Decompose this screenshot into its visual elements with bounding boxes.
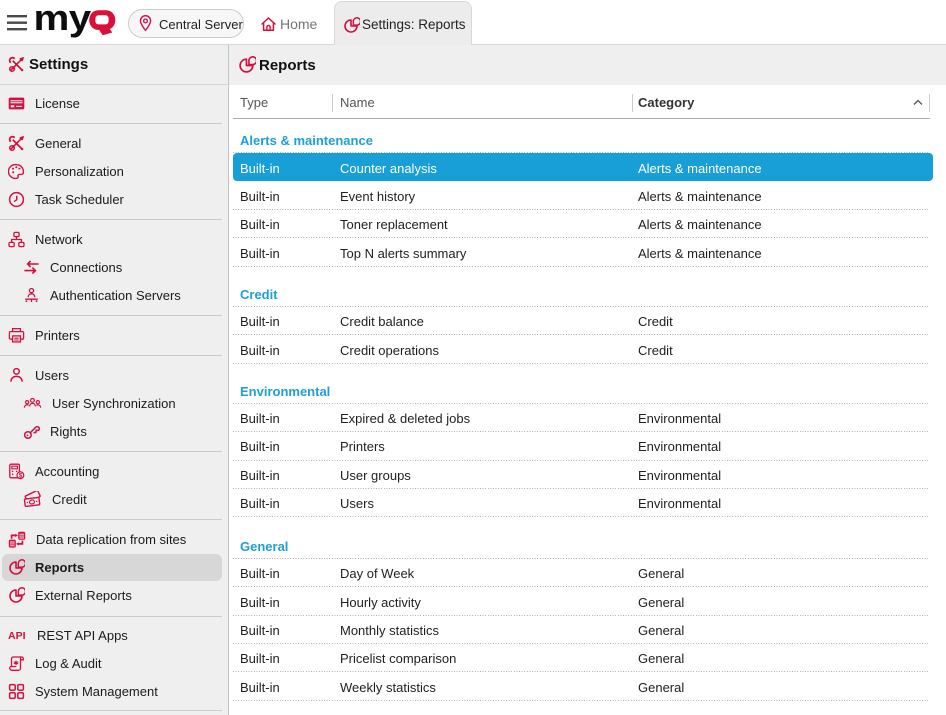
svg-text:$: $ <box>19 472 23 479</box>
svg-text:API: API <box>8 630 26 641</box>
svg-text:my: my <box>36 4 92 38</box>
